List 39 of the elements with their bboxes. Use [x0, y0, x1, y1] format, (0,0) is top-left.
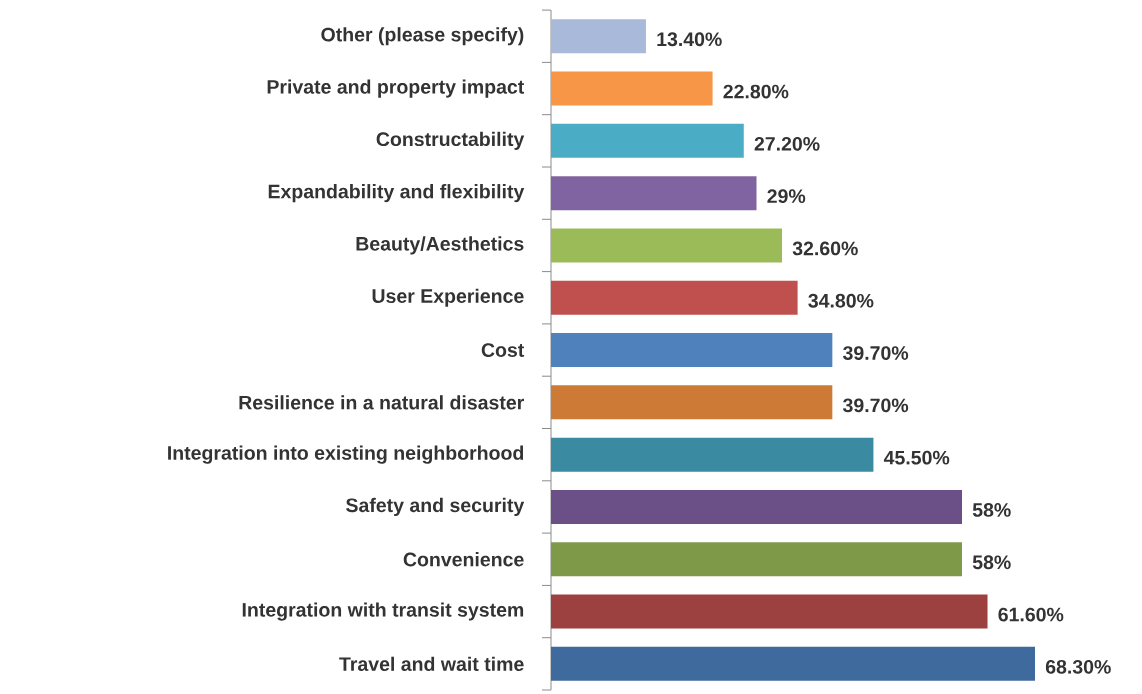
y-tick-label: Cost — [481, 343, 525, 357]
y-tick-label: Private and property impact — [267, 79, 525, 98]
data-label: 39.70% — [842, 346, 909, 360]
data-label: 45.50% — [883, 450, 950, 465]
y-tick-label: User Experience — [372, 288, 524, 307]
data-label: 22.80% — [723, 84, 789, 99]
data-label: 39.70% — [842, 398, 909, 413]
bar — [551, 280, 798, 315]
y-tick-label: Travel and wait time — [339, 656, 524, 672]
y-tick-label: Convenience — [403, 552, 524, 567]
data-label: 34.80% — [808, 293, 874, 308]
data-label: 27.20% — [754, 136, 820, 151]
bar — [551, 489, 963, 524]
y-tick-label: Expandability and flexibility — [268, 184, 525, 203]
y-tick-label: Integration into existing neighborhood — [168, 445, 524, 464]
data-label: 29% — [767, 189, 806, 204]
data-label: 58% — [972, 503, 1011, 517]
y-tick-label: Constructability — [376, 131, 525, 150]
bar — [551, 123, 744, 158]
data-label: 32.60% — [792, 241, 858, 256]
bar — [551, 594, 988, 629]
bar — [551, 71, 713, 106]
bar — [551, 228, 783, 263]
bar — [551, 176, 757, 211]
bar — [551, 333, 833, 368]
y-tick-label: Safety and security — [346, 497, 525, 517]
data-label: 68.30% — [1045, 659, 1111, 674]
bar — [551, 19, 646, 54]
data-label: 58% — [972, 555, 1011, 570]
bar — [551, 437, 874, 472]
bar — [551, 385, 833, 420]
y-tick-label: Integration with transit system — [242, 602, 524, 621]
y-tick-label: Other (please specify) — [321, 27, 524, 46]
bar — [551, 646, 1035, 681]
data-label: 61.60% — [998, 607, 1064, 622]
bar — [551, 542, 963, 577]
y-tick-label: Beauty/Aesthetics — [356, 236, 524, 255]
data-label: 13.40% — [657, 32, 722, 47]
y-tick-label: Resilience in a natural disaster — [239, 395, 524, 410]
